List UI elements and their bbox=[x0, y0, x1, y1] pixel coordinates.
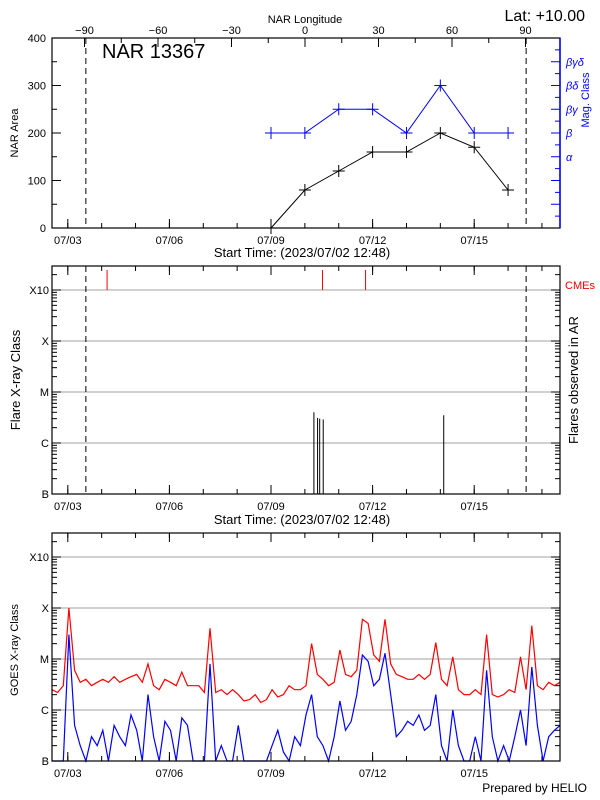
flares-x-tick-label: 07/15 bbox=[460, 501, 488, 513]
flares-x-tick-label: 07/12 bbox=[359, 501, 387, 513]
nar-y-tick-label: 200 bbox=[28, 128, 46, 140]
region-title: NAR 13367 bbox=[102, 41, 205, 63]
goes-x-tick-label: 07/12 bbox=[359, 768, 387, 780]
goes-y-tick-label: M bbox=[40, 654, 49, 666]
top-axis-title: NAR Longitude bbox=[268, 14, 343, 26]
prepared-by-label: Prepared by HELIO bbox=[482, 781, 587, 795]
flares-right-axis-title: Flares observed in AR bbox=[566, 316, 581, 444]
goes-long-channel-line bbox=[51, 607, 561, 704]
nar-y-axis-title: NAR Area bbox=[9, 108, 21, 158]
goes-y-tick-label: B bbox=[42, 756, 49, 768]
goes-x-tick-label: 07/03 bbox=[54, 768, 82, 780]
nar-y-tick-label: 400 bbox=[28, 33, 46, 45]
nar-y-tick-label: 0 bbox=[40, 223, 46, 235]
flares-y-tick-label: X bbox=[42, 336, 50, 348]
nar-x-axis-title: Start Time: (2023/07/02 12:48) bbox=[214, 245, 390, 260]
goes-y-tick-label: X10 bbox=[29, 552, 49, 564]
flares-y-tick-label: B bbox=[42, 489, 49, 501]
mag-class-tick-label: β bbox=[565, 128, 573, 140]
nar-x-tick-label: 07/09 bbox=[257, 235, 285, 247]
goes-y-axis-title: GOES X-ray Class bbox=[9, 604, 21, 696]
nar-y-tick-label: 100 bbox=[28, 176, 46, 188]
goes-plot-frame bbox=[51, 532, 561, 762]
longitude-tick-label: 60 bbox=[446, 25, 458, 37]
goes-short-channel-line bbox=[52, 634, 561, 764]
mag-class-tick-label: βγ bbox=[565, 104, 579, 116]
flares-x-tick-label: 07/03 bbox=[54, 501, 82, 513]
mag-class-tick-label: βγδ bbox=[565, 57, 585, 69]
longitude-tick-label: −90 bbox=[75, 25, 94, 37]
longitude-tick-label: −60 bbox=[149, 25, 168, 37]
flares-y-tick-label: M bbox=[40, 387, 49, 399]
longitude-tick-label: 0 bbox=[302, 25, 308, 37]
mag-class-axis-title: Mag. Class bbox=[580, 72, 592, 128]
nar-x-tick-label: 07/06 bbox=[156, 235, 184, 247]
flares-plot-frame bbox=[51, 265, 561, 495]
mag-class-tick-label: βδ bbox=[565, 81, 579, 93]
longitude-tick-label: −30 bbox=[222, 25, 241, 37]
flares-x-axis-title: Start Time: (2023/07/02 12:48) bbox=[214, 512, 390, 527]
mag-class-tick-label: α bbox=[566, 152, 573, 164]
cme-label: CMEs bbox=[565, 280, 595, 292]
longitude-tick-label: 30 bbox=[372, 25, 384, 37]
goes-y-tick-label: X bbox=[42, 603, 50, 615]
mag-class-series-line bbox=[271, 84, 509, 134]
longitude-tick-label: 90 bbox=[519, 25, 531, 37]
latitude-label: Lat: +10.00 bbox=[504, 8, 585, 25]
nar-y-tick-label: 300 bbox=[28, 81, 46, 93]
flares-y-tick-label: X10 bbox=[29, 285, 49, 297]
flares-y-tick-label: C bbox=[41, 438, 49, 450]
goes-y-tick-label: C bbox=[41, 705, 49, 717]
flares-x-tick-label: 07/09 bbox=[257, 501, 285, 513]
goes-x-tick-label: 07/15 bbox=[460, 768, 488, 780]
nar-x-tick-label: 07/12 bbox=[359, 235, 387, 247]
goes-x-tick-label: 07/06 bbox=[156, 768, 184, 780]
area-series-line bbox=[270, 132, 509, 229]
nar-x-tick-label: 07/03 bbox=[54, 235, 82, 247]
nar-x-tick-label: 07/15 bbox=[460, 235, 488, 247]
goes-x-tick-label: 07/09 bbox=[257, 768, 285, 780]
flares-y-axis-title: Flare X-ray Class bbox=[8, 329, 23, 430]
flares-x-tick-label: 07/06 bbox=[156, 501, 184, 513]
